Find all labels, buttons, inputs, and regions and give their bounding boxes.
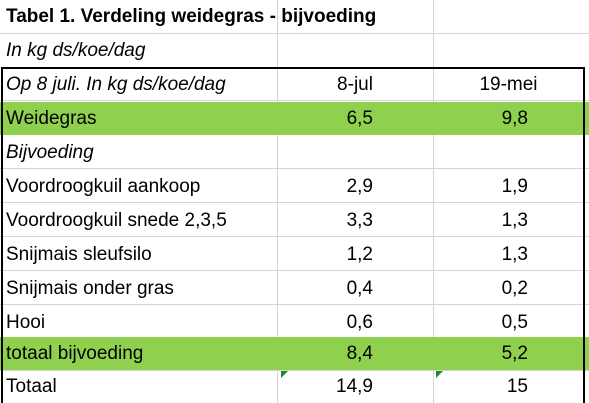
header-col-19-mei[interactable]: 19-mei — [479, 74, 538, 95]
row-value-19-mei[interactable]: 1,9 — [501, 176, 528, 197]
row-value-19-mei[interactable]: 9,8 — [501, 108, 528, 129]
title-row: Tabel 1. Verdeling weidegras - bijvoedin… — [0, 0, 589, 33]
gridline — [0, 100, 589, 101]
row-label[interactable]: Snijmais sleufsilo — [6, 244, 152, 265]
cell-error-marker-icon[interactable] — [436, 371, 443, 378]
row-value-8-jul[interactable]: 14,9 — [336, 376, 373, 397]
table-row: Snijmais sleufsilo 1,2 1,3 — [0, 238, 589, 271]
row-value-8-jul[interactable]: 0,4 — [346, 278, 373, 299]
row-value-8-jul[interactable]: 1,2 — [346, 244, 373, 265]
row-label[interactable]: Voordroogkuil aankoop — [6, 176, 201, 197]
header-col-8-jul[interactable]: 8-jul — [337, 74, 373, 95]
row-value-19-mei[interactable] — [433, 136, 584, 169]
table-row: Voordroogkuil snede 2,3,5 3,3 1,3 — [0, 204, 589, 237]
table-title[interactable]: Tabel 1. Verdeling weidegras - bijvoedin… — [6, 6, 377, 27]
row-label[interactable]: Totaal — [6, 376, 57, 397]
row-value-8-jul[interactable] — [277, 136, 433, 169]
row-value-19-mei[interactable]: 1,3 — [501, 210, 528, 231]
row-value-8-jul[interactable]: 8,4 — [346, 343, 373, 364]
row-label[interactable]: Voordroogkuil snede 2,3,5 — [6, 210, 227, 231]
row-value-8-jul[interactable]: 2,9 — [346, 176, 373, 197]
table-row: Snijmais onder gras 0,4 0,2 — [0, 272, 589, 305]
gridline — [433, 0, 434, 403]
header-row: Op 8 juli. In kg ds/koe/dag 8-jul 19-mei — [0, 68, 589, 101]
row-value-19-mei[interactable]: 0,5 — [501, 312, 528, 333]
table-row-bijvoeding: Bijvoeding — [0, 136, 589, 169]
table-subtitle[interactable]: In kg ds/koe/dag — [6, 40, 146, 61]
row-label[interactable]: Weidegras — [6, 108, 97, 129]
row-value-8-jul[interactable]: 3,3 — [346, 210, 373, 231]
row-label[interactable]: totaal bijvoeding — [6, 343, 144, 364]
gridline — [0, 270, 589, 271]
gridline — [0, 202, 589, 203]
gridline — [0, 168, 589, 169]
gridline — [0, 33, 589, 34]
row-value-8-jul[interactable]: 6,5 — [346, 108, 373, 129]
gridline — [277, 67, 278, 403]
table-row-totaal-bijvoeding: totaal bijvoeding 8,4 5,2 — [0, 337, 589, 370]
row-value-19-mei[interactable]: 0,2 — [501, 278, 528, 299]
subtitle-row: In kg ds/koe/dag — [0, 34, 589, 67]
table-row: Hooi 0,6 0,5 — [0, 306, 589, 339]
table-row-totaal: Totaal 14,9 15 — [0, 370, 589, 403]
table-row: Voordroogkuil aankoop 2,9 1,9 — [0, 170, 589, 203]
gridline — [0, 370, 589, 371]
row-value-19-mei[interactable]: 5,2 — [501, 343, 528, 364]
cell-error-marker-icon[interactable] — [281, 371, 288, 378]
gridline — [0, 304, 589, 305]
row-value-19-mei[interactable]: 1,3 — [501, 244, 528, 265]
row-label[interactable]: Hooi — [6, 312, 46, 333]
gridline — [0, 236, 589, 237]
header-label[interactable]: Op 8 juli. In kg ds/koe/dag — [6, 74, 226, 95]
table-row-weidegras: Weidegras 6,5 9,8 — [0, 102, 589, 135]
row-value-19-mei[interactable]: 15 — [506, 376, 528, 397]
row-label[interactable]: Bijvoeding — [6, 142, 94, 163]
row-value-8-jul[interactable]: 0,6 — [346, 312, 373, 333]
row-label[interactable]: Snijmais onder gras — [6, 278, 174, 299]
